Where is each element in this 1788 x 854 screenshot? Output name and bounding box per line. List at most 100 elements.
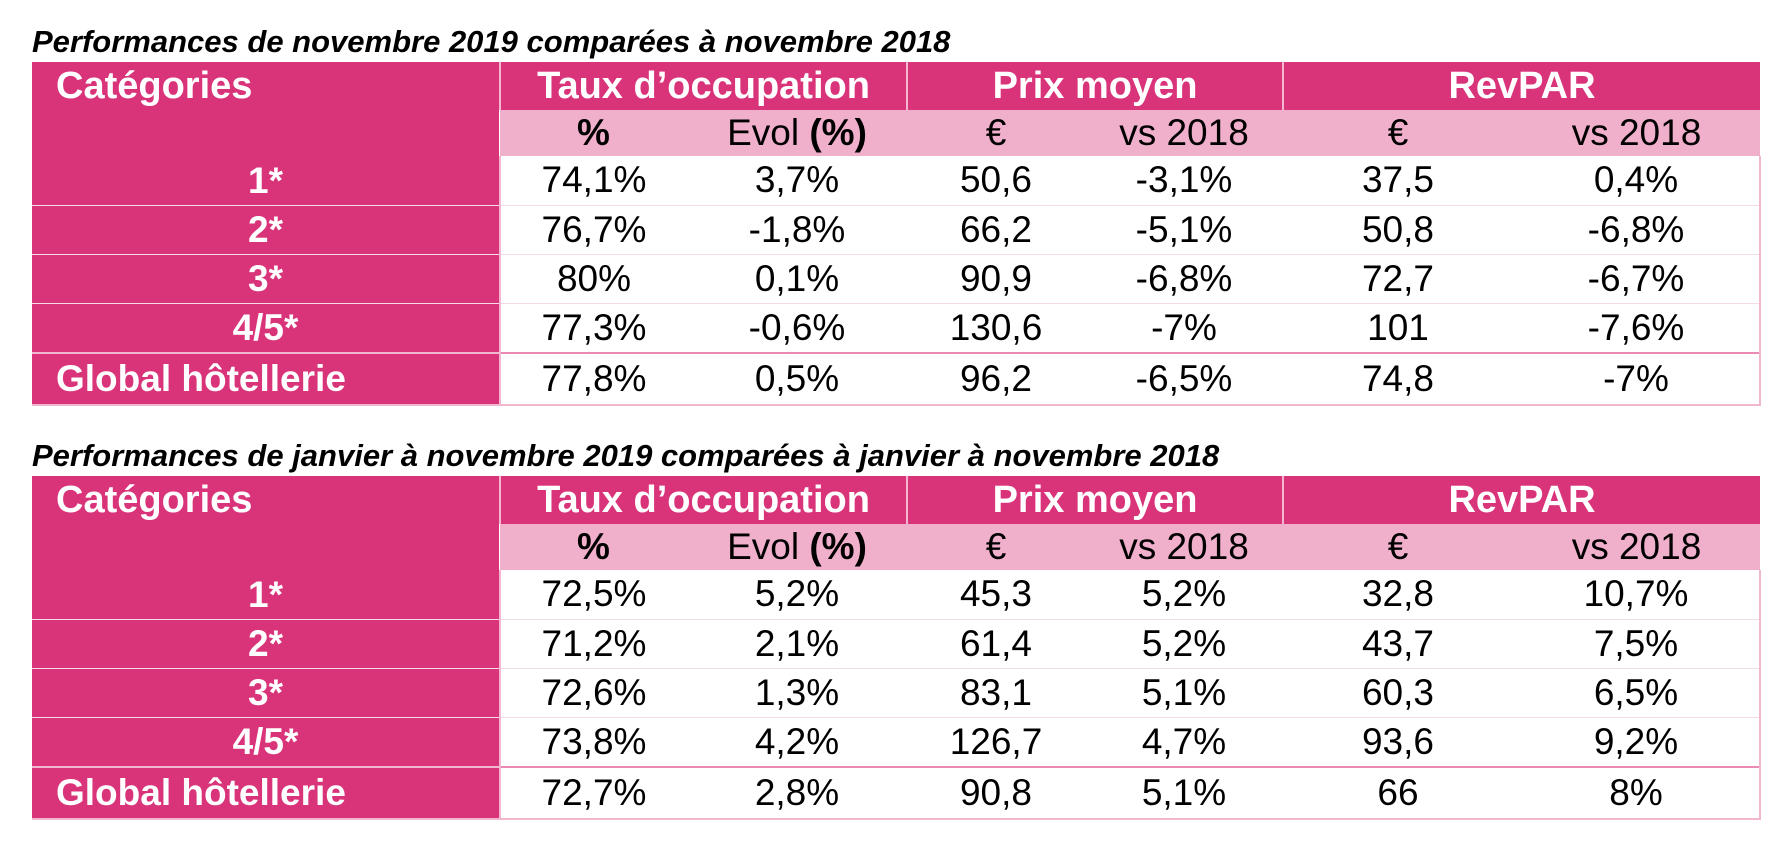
revpar-cell: 32,8 — [1283, 570, 1513, 620]
subheader-row: % Evol (%) € vs 2018 € vs 2018 — [32, 110, 1760, 156]
evol-cell: 5,2% — [687, 570, 907, 620]
price-vs-cell: 4,7% — [1085, 717, 1283, 767]
table-title: Performances de janvier à novembre 2019 … — [32, 438, 1220, 473]
evol-unit: (%) — [809, 112, 867, 153]
occupancy-cell: 77,8% — [499, 351, 687, 406]
evol-subheader: Evol (%) — [687, 110, 907, 156]
occupancy-cell: 74,1% — [499, 156, 687, 206]
vs-2018-subheader: vs 2018 — [1513, 110, 1760, 156]
performance-table: Catégories Taux d’occupation Prix moyen … — [32, 476, 1761, 820]
revpar-cell: 72,7 — [1283, 254, 1513, 304]
global-category-cell: Global hôtellerie — [32, 351, 500, 406]
pct-subheader: % — [500, 524, 687, 570]
price-cell: 45,3 — [907, 570, 1085, 620]
euro-subheader: € — [1283, 524, 1513, 570]
category-cell: 4/5* — [32, 303, 500, 353]
category-cell: 3* — [32, 254, 500, 304]
vs-2018-subheader: vs 2018 — [1085, 524, 1283, 570]
euro-subheader: € — [907, 110, 1085, 156]
price-cell: 90,8 — [907, 765, 1085, 820]
price-cell: 83,1 — [907, 668, 1085, 718]
table-row: 1* 72,5% 5,2% 45,3 5,2% 32,8 10,7% — [32, 570, 1761, 620]
category-cell: 4/5* — [32, 717, 500, 767]
price-cell: 96,2 — [907, 351, 1085, 406]
euro-subheader: € — [907, 524, 1085, 570]
price-header: Prix moyen — [906, 62, 1283, 110]
price-cell: 126,7 — [907, 717, 1085, 767]
evol-cell: 0,5% — [687, 351, 907, 406]
evol-cell: -0,6% — [687, 303, 907, 353]
category-cell: 2* — [32, 619, 500, 669]
revpar-cell: 50,8 — [1283, 205, 1513, 255]
revpar-vs-cell: 8% — [1513, 765, 1761, 820]
price-vs-cell: -6,8% — [1085, 254, 1283, 304]
price-cell: 90,9 — [907, 254, 1085, 304]
euro-subheader: € — [1283, 110, 1513, 156]
revpar-cell: 93,6 — [1283, 717, 1513, 767]
revpar-cell: 74,8 — [1283, 351, 1513, 406]
table-row: 4/5* 77,3% -0,6% 130,6 -7% 101 -7,6% — [32, 303, 1761, 353]
revpar-header: RevPAR — [1282, 476, 1760, 524]
revpar-header: RevPAR — [1282, 62, 1760, 110]
price-vs-cell: -3,1% — [1085, 156, 1283, 206]
price-vs-cell: -5,1% — [1085, 205, 1283, 255]
revpar-cell: 66 — [1283, 765, 1513, 820]
evol-cell: -1,8% — [687, 205, 907, 255]
price-header: Prix moyen — [906, 476, 1283, 524]
evol-cell: 1,3% — [687, 668, 907, 718]
evol-label: Evol — [727, 112, 800, 153]
revpar-vs-cell: -7% — [1513, 351, 1761, 406]
occupancy-cell: 72,5% — [499, 570, 687, 620]
price-vs-cell: 5,2% — [1085, 570, 1283, 620]
revpar-vs-cell: -6,8% — [1513, 205, 1761, 255]
table-title: Performances de novembre 2019 comparées … — [32, 24, 951, 59]
revpar-cell: 60,3 — [1283, 668, 1513, 718]
occupancy-cell: 71,2% — [499, 619, 687, 669]
occupancy-cell: 72,6% — [499, 668, 687, 718]
table-row: 4/5* 73,8% 4,2% 126,7 4,7% 93,6 9,2% — [32, 717, 1761, 767]
occupancy-header: Taux d’occupation — [499, 476, 907, 524]
price-vs-cell: 5,1% — [1085, 668, 1283, 718]
performance-table: Catégories Taux d’occupation Prix moyen … — [32, 62, 1761, 406]
table-row: 3* 80% 0,1% 90,9 -6,8% 72,7 -6,7% — [32, 254, 1761, 304]
evol-cell: 0,1% — [687, 254, 907, 304]
evol-cell: 2,1% — [687, 619, 907, 669]
occupancy-cell: 77,3% — [499, 303, 687, 353]
category-cell: 1* — [32, 570, 500, 620]
price-vs-cell: 5,1% — [1085, 765, 1283, 820]
evol-unit: (%) — [809, 526, 867, 567]
occupancy-cell: 76,7% — [499, 205, 687, 255]
category-cell: 3* — [32, 668, 500, 718]
evol-label: Evol — [727, 526, 800, 567]
table-row: 3* 72,6% 1,3% 83,1 5,1% 60,3 6,5% — [32, 668, 1761, 718]
revpar-vs-cell: 6,5% — [1513, 668, 1761, 718]
revpar-cell: 101 — [1283, 303, 1513, 353]
table-row: 1* 74,1% 3,7% 50,6 -3,1% 37,5 0,4% — [32, 156, 1761, 206]
occupancy-cell: 80% — [499, 254, 687, 304]
categories-header: Catégories — [32, 476, 500, 571]
table-block-november: Performances de novembre 2019 comparées … — [32, 22, 1761, 406]
revpar-vs-cell: 9,2% — [1513, 717, 1761, 767]
price-cell: 61,4 — [907, 619, 1085, 669]
evol-cell: 4,2% — [687, 717, 907, 767]
price-cell: 130,6 — [907, 303, 1085, 353]
header-row: Catégories Taux d’occupation Prix moyen … — [32, 476, 1760, 571]
evol-subheader: Evol (%) — [687, 524, 907, 570]
vs-2018-subheader: vs 2018 — [1085, 110, 1283, 156]
evol-cell: 3,7% — [687, 156, 907, 206]
evol-cell: 2,8% — [687, 765, 907, 820]
price-vs-cell: -7% — [1085, 303, 1283, 353]
global-row: Global hôtellerie 77,8% 0,5% 96,2 -6,5% … — [32, 351, 1761, 406]
revpar-cell: 43,7 — [1283, 619, 1513, 669]
subheader-row: % Evol (%) € vs 2018 € vs 2018 — [32, 524, 1760, 570]
category-cell: 2* — [32, 205, 500, 255]
category-cell: 1* — [32, 156, 500, 206]
revpar-vs-cell: 7,5% — [1513, 619, 1761, 669]
revpar-vs-cell: -6,7% — [1513, 254, 1761, 304]
price-vs-cell: -6,5% — [1085, 351, 1283, 406]
table-block-january-november: Performances de janvier à novembre 2019 … — [32, 436, 1761, 820]
table-row: 2* 71,2% 2,1% 61,4 5,2% 43,7 7,5% — [32, 619, 1761, 669]
price-cell: 66,2 — [907, 205, 1085, 255]
occupancy-cell: 73,8% — [499, 717, 687, 767]
pct-subheader: % — [500, 110, 687, 156]
